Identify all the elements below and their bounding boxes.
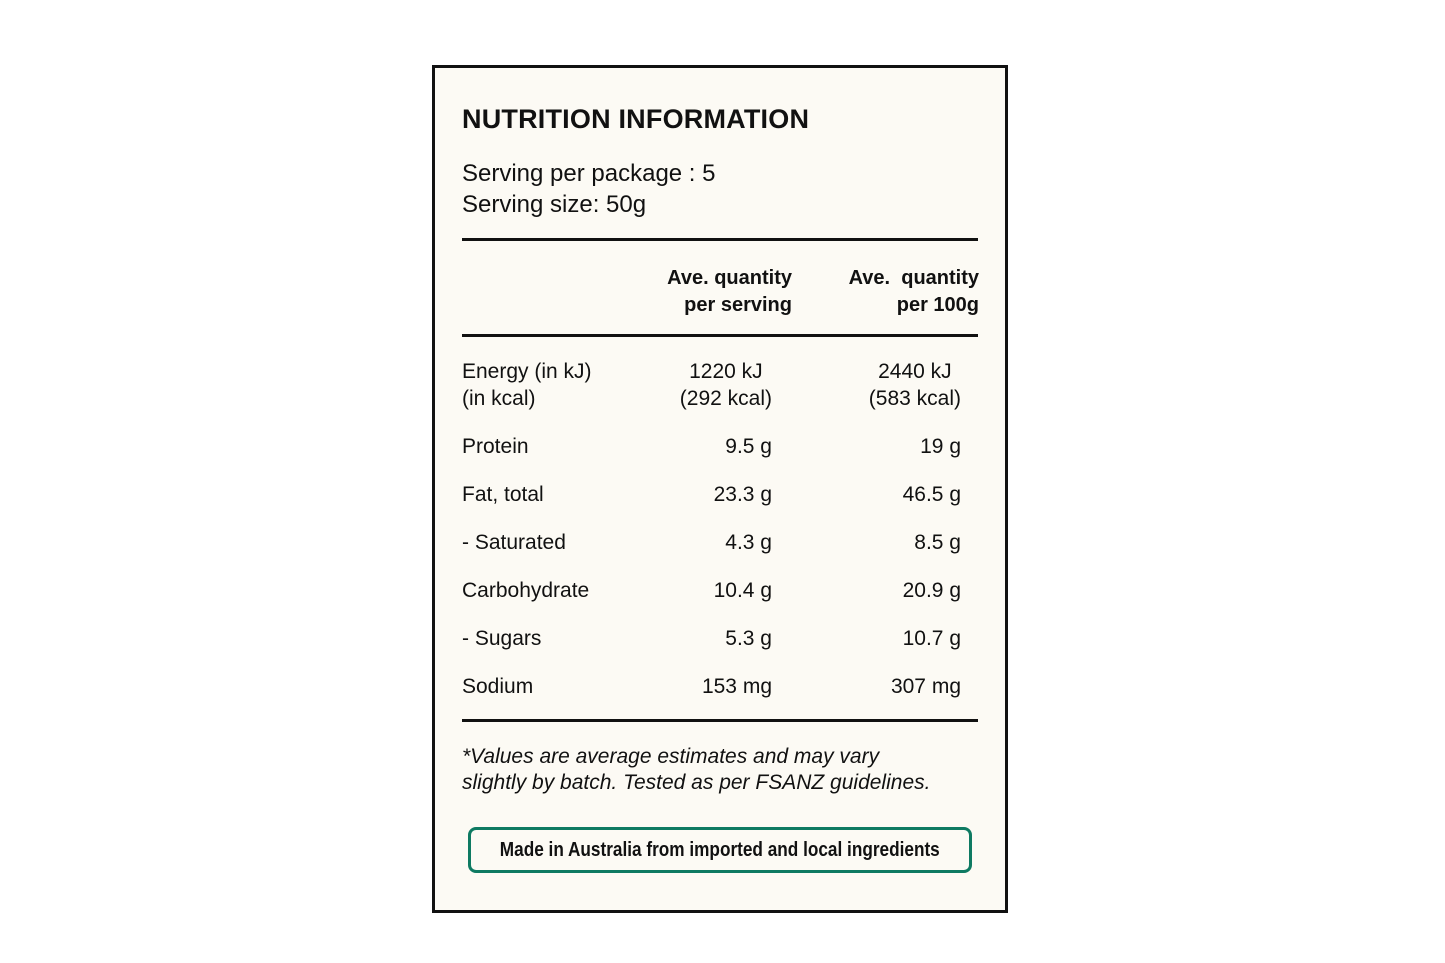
row-value-per-serving: 9.5 g bbox=[725, 435, 772, 458]
column-header-per-serving-line1: Ave. quantity bbox=[667, 267, 792, 289]
country-of-origin-badge: Made in Australia from imported and loca… bbox=[468, 827, 972, 873]
row-label-line1: Energy (in kJ) bbox=[462, 360, 592, 383]
row-value-per-100g: 307 mg bbox=[890, 675, 961, 698]
panel-title: NUTRITION INFORMATION bbox=[462, 104, 810, 134]
row-value-per-100g: 8.5 g bbox=[914, 531, 961, 554]
nutrition-panel-content: NUTRITION INFORMATION Serving per packag… bbox=[462, 68, 979, 910]
row-value-per-serving: 153 mg bbox=[701, 675, 772, 698]
row-label: - Sugars bbox=[462, 627, 542, 650]
row-value-per-100g: 2440 kJ (583 kcal) bbox=[869, 358, 961, 412]
row-label: Energy (in kJ) (in kcal) bbox=[462, 358, 592, 412]
row-value-per-100g: 19 g bbox=[920, 435, 961, 458]
country-of-origin-text: Made in Australia from imported and loca… bbox=[500, 838, 940, 861]
divider-top bbox=[462, 238, 978, 241]
row-label: Sodium bbox=[462, 675, 534, 698]
row-value-per-100g: 10.7 g bbox=[902, 627, 961, 650]
value-per-100g-line2: (583 kcal) bbox=[868, 387, 961, 410]
row-value-per-serving: 10.4 g bbox=[713, 579, 772, 602]
value-per-serving-line2: (292 kcal) bbox=[679, 387, 772, 410]
serving-size: Serving size: 50g bbox=[462, 191, 647, 218]
column-header-per-100g-line2: per 100g bbox=[896, 294, 979, 316]
row-value-per-serving: 4.3 g bbox=[725, 531, 772, 554]
column-header-per-serving: Ave. quantity per serving bbox=[667, 265, 792, 319]
nutrition-panel: NUTRITION INFORMATION Serving per packag… bbox=[432, 65, 1008, 913]
row-label: - Saturated bbox=[462, 531, 566, 554]
row-value-per-100g: 20.9 g bbox=[902, 579, 961, 602]
value-per-100g-line1: 2440 kJ bbox=[878, 360, 952, 383]
column-header-per-100g: Ave. quantity per 100g bbox=[849, 265, 979, 319]
servings-per-package: Serving per package : 5 bbox=[462, 160, 716, 187]
row-value-per-100g: 46.5 g bbox=[902, 483, 961, 506]
row-value-per-serving: 5.3 g bbox=[725, 627, 772, 650]
footnote-line2: slightly by batch. Tested as per FSANZ g… bbox=[462, 771, 931, 794]
row-label: Protein bbox=[462, 435, 529, 458]
divider-header bbox=[462, 334, 978, 337]
footnote: *Values are average estimates and may va… bbox=[462, 744, 978, 796]
row-label-line2: (in kcal) bbox=[462, 387, 536, 410]
row-label: Carbohydrate bbox=[462, 579, 590, 602]
column-header-per-100g-line1: Ave. quantity bbox=[848, 267, 979, 289]
footnote-line1: *Values are average estimates and may va… bbox=[462, 745, 880, 768]
row-value-per-serving: 23.3 g bbox=[713, 483, 772, 506]
column-header-per-serving-line2: per serving bbox=[684, 294, 792, 316]
divider-bottom bbox=[462, 719, 978, 722]
row-value-per-serving: 1220 kJ (292 kcal) bbox=[680, 358, 772, 412]
value-per-serving-line1: 1220 kJ bbox=[689, 360, 763, 383]
row-label: Fat, total bbox=[462, 483, 544, 506]
